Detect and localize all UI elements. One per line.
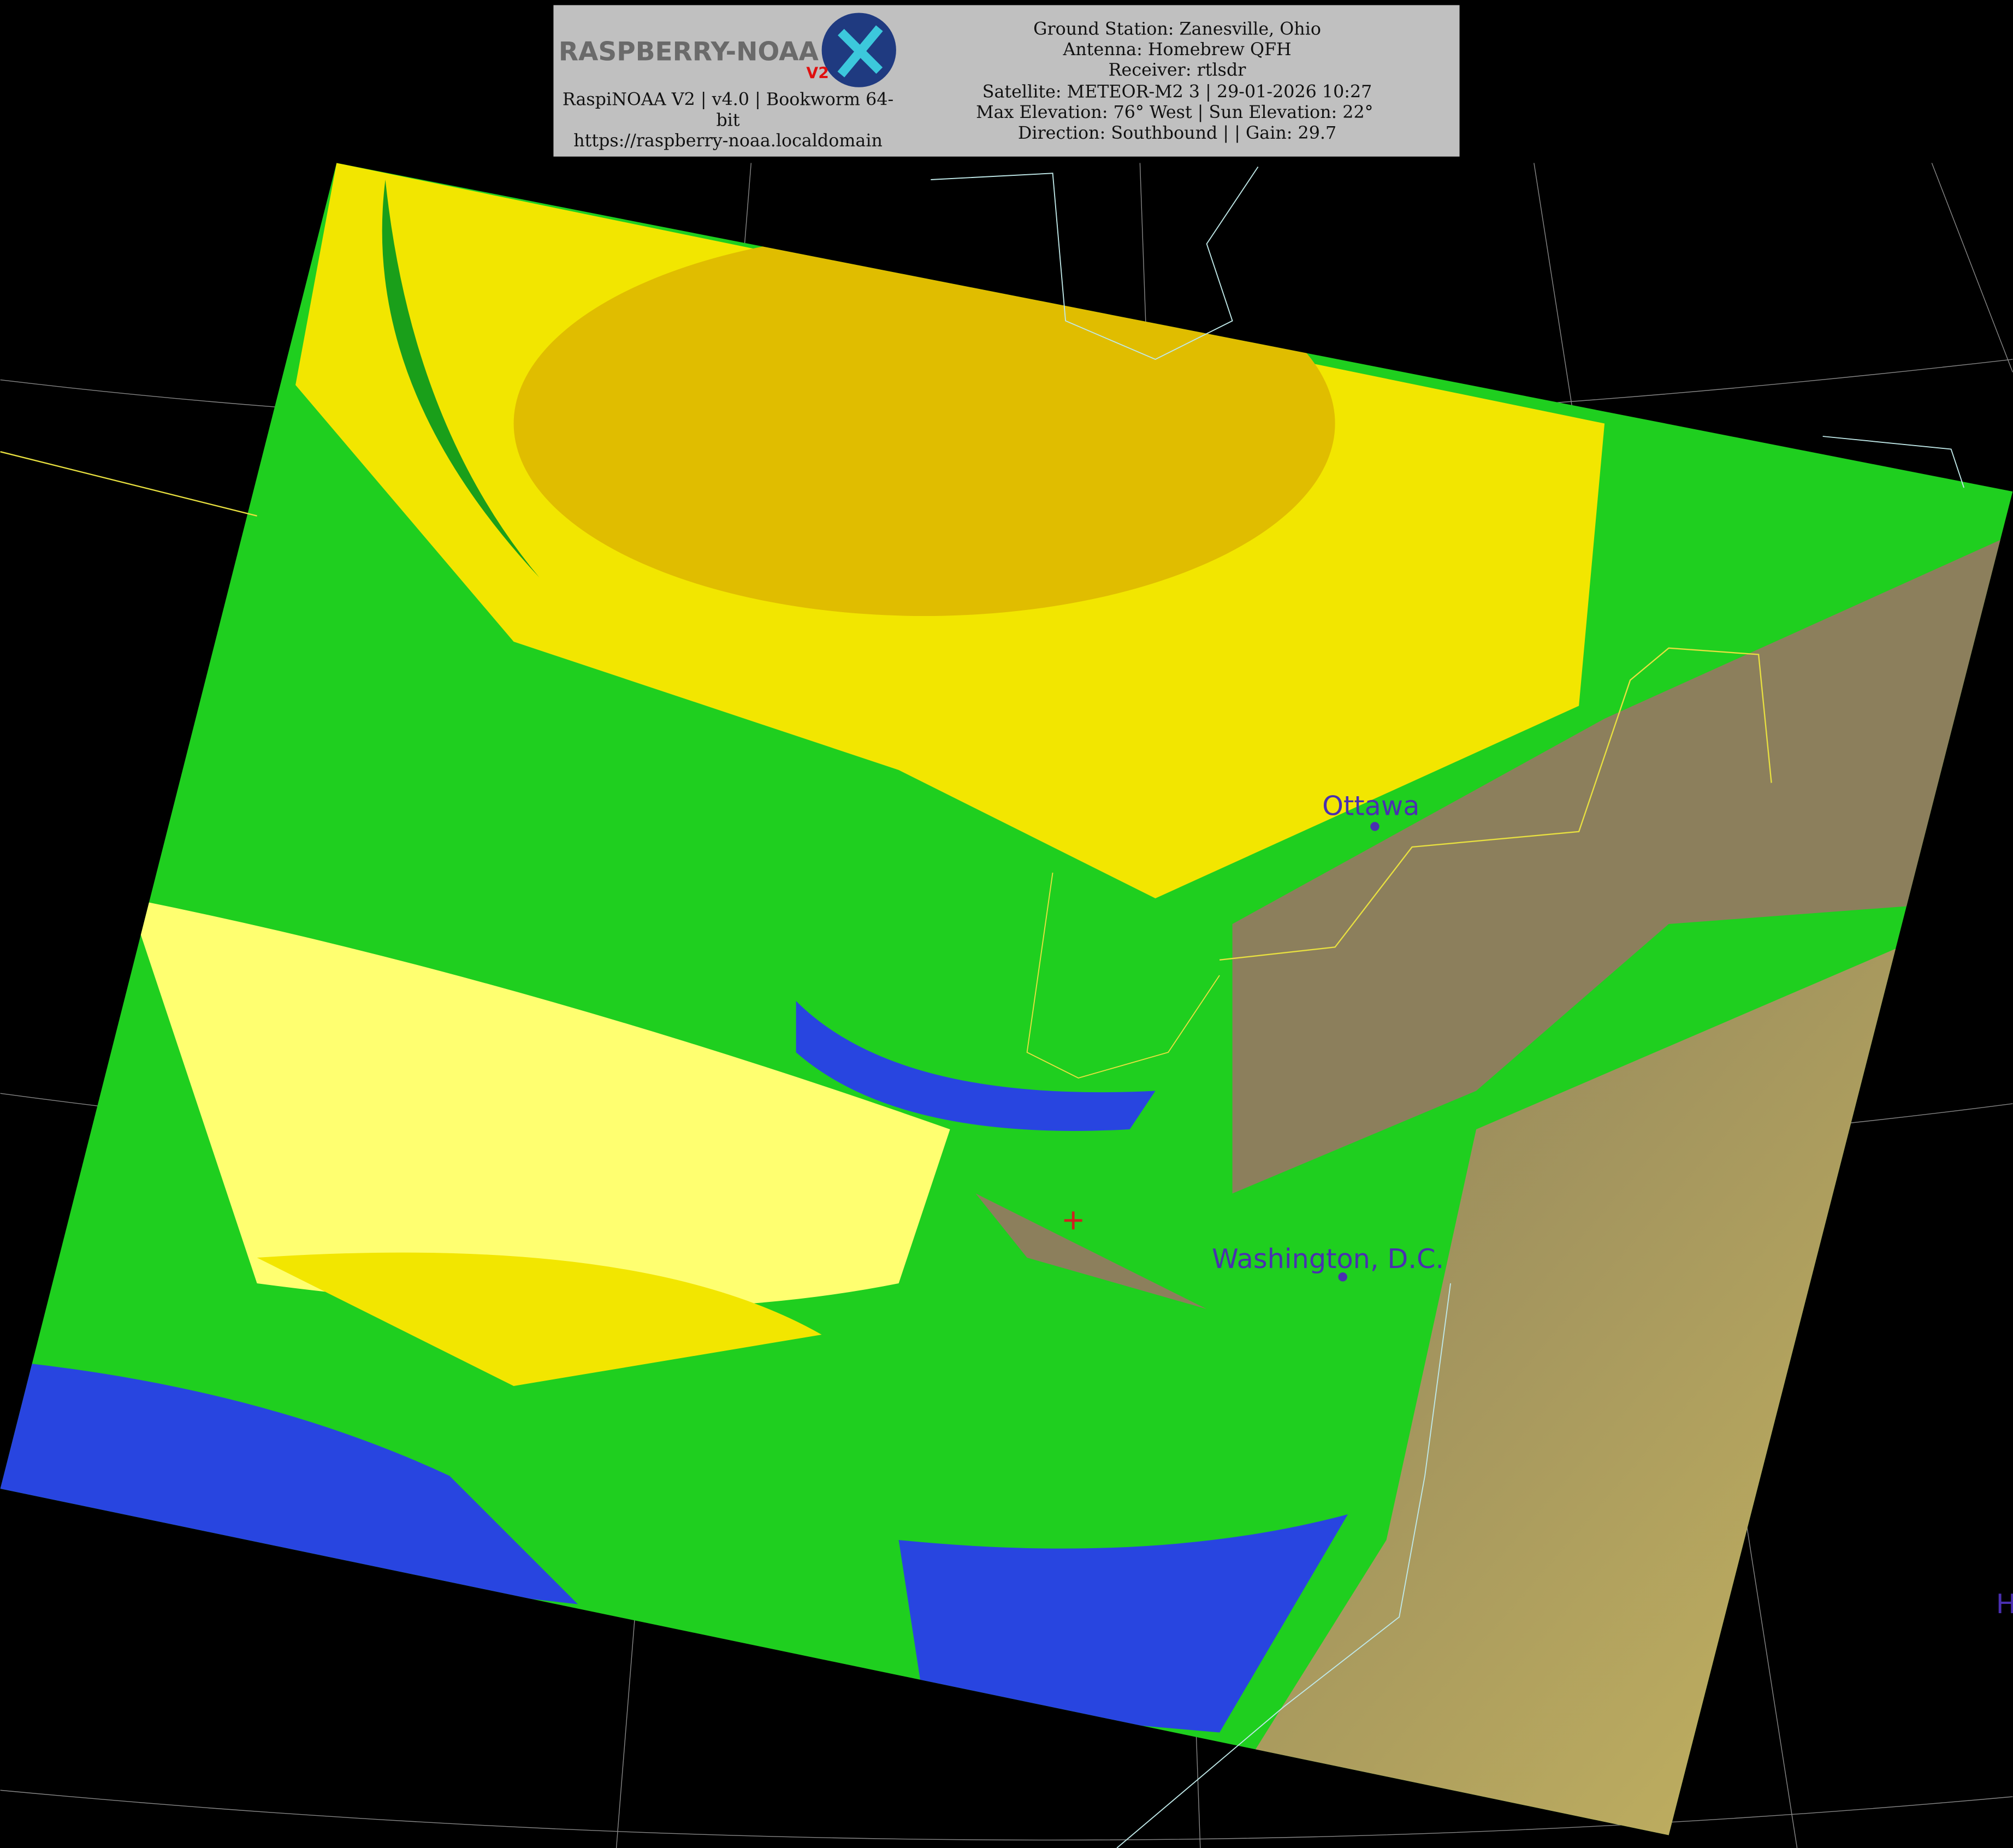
city-ottawa: Ottawa — [1322, 790, 1419, 831]
ground-station: Ground Station: Zanesville, Ohio — [1033, 19, 1321, 39]
info-header: RASPBERRY-NOAA V2 RaspiNOAA V2 | v4.0 | … — [553, 5, 1460, 157]
borders — [0, 166, 1964, 1848]
svg-text:RASPBERRY-NOAA: RASPBERRY-NOAA — [559, 37, 819, 67]
city-label-partial: H — [1996, 1588, 2013, 1620]
raspberry-noaa-logo: RASPBERRY-NOAA V2 — [559, 13, 896, 87]
city-label: Ottawa — [1322, 790, 1419, 821]
city-label: Washington, D.C. — [1212, 1243, 1444, 1275]
station-url: https://raspberry-noaa.localdomain — [573, 131, 883, 151]
city-dot — [1370, 822, 1380, 831]
antenna: Antenna: Homebrew QFH — [1062, 40, 1291, 60]
direction-gain: Direction: Southbound | | Gain: 29.7 — [1018, 123, 1336, 143]
ground-station-marker-icon — [1064, 1211, 1082, 1230]
city-dot — [1338, 1272, 1347, 1282]
software-version: RaspiNOAA V2 | v4.0 | Bookworm 64- — [563, 90, 893, 110]
receiver: Receiver: rtlsdr — [1109, 61, 1247, 80]
svg-text:V2: V2 — [806, 64, 828, 82]
satellite-pass: Satellite: METEOR-M2 3 | 29-01-2026 10:2… — [982, 82, 1372, 102]
elevation-info: Max Elevation: 76° West | Sun Elevation:… — [976, 103, 1373, 122]
city-washington: Washington, D.C. — [1212, 1243, 1444, 1282]
software-version-cont: bit — [716, 110, 739, 130]
